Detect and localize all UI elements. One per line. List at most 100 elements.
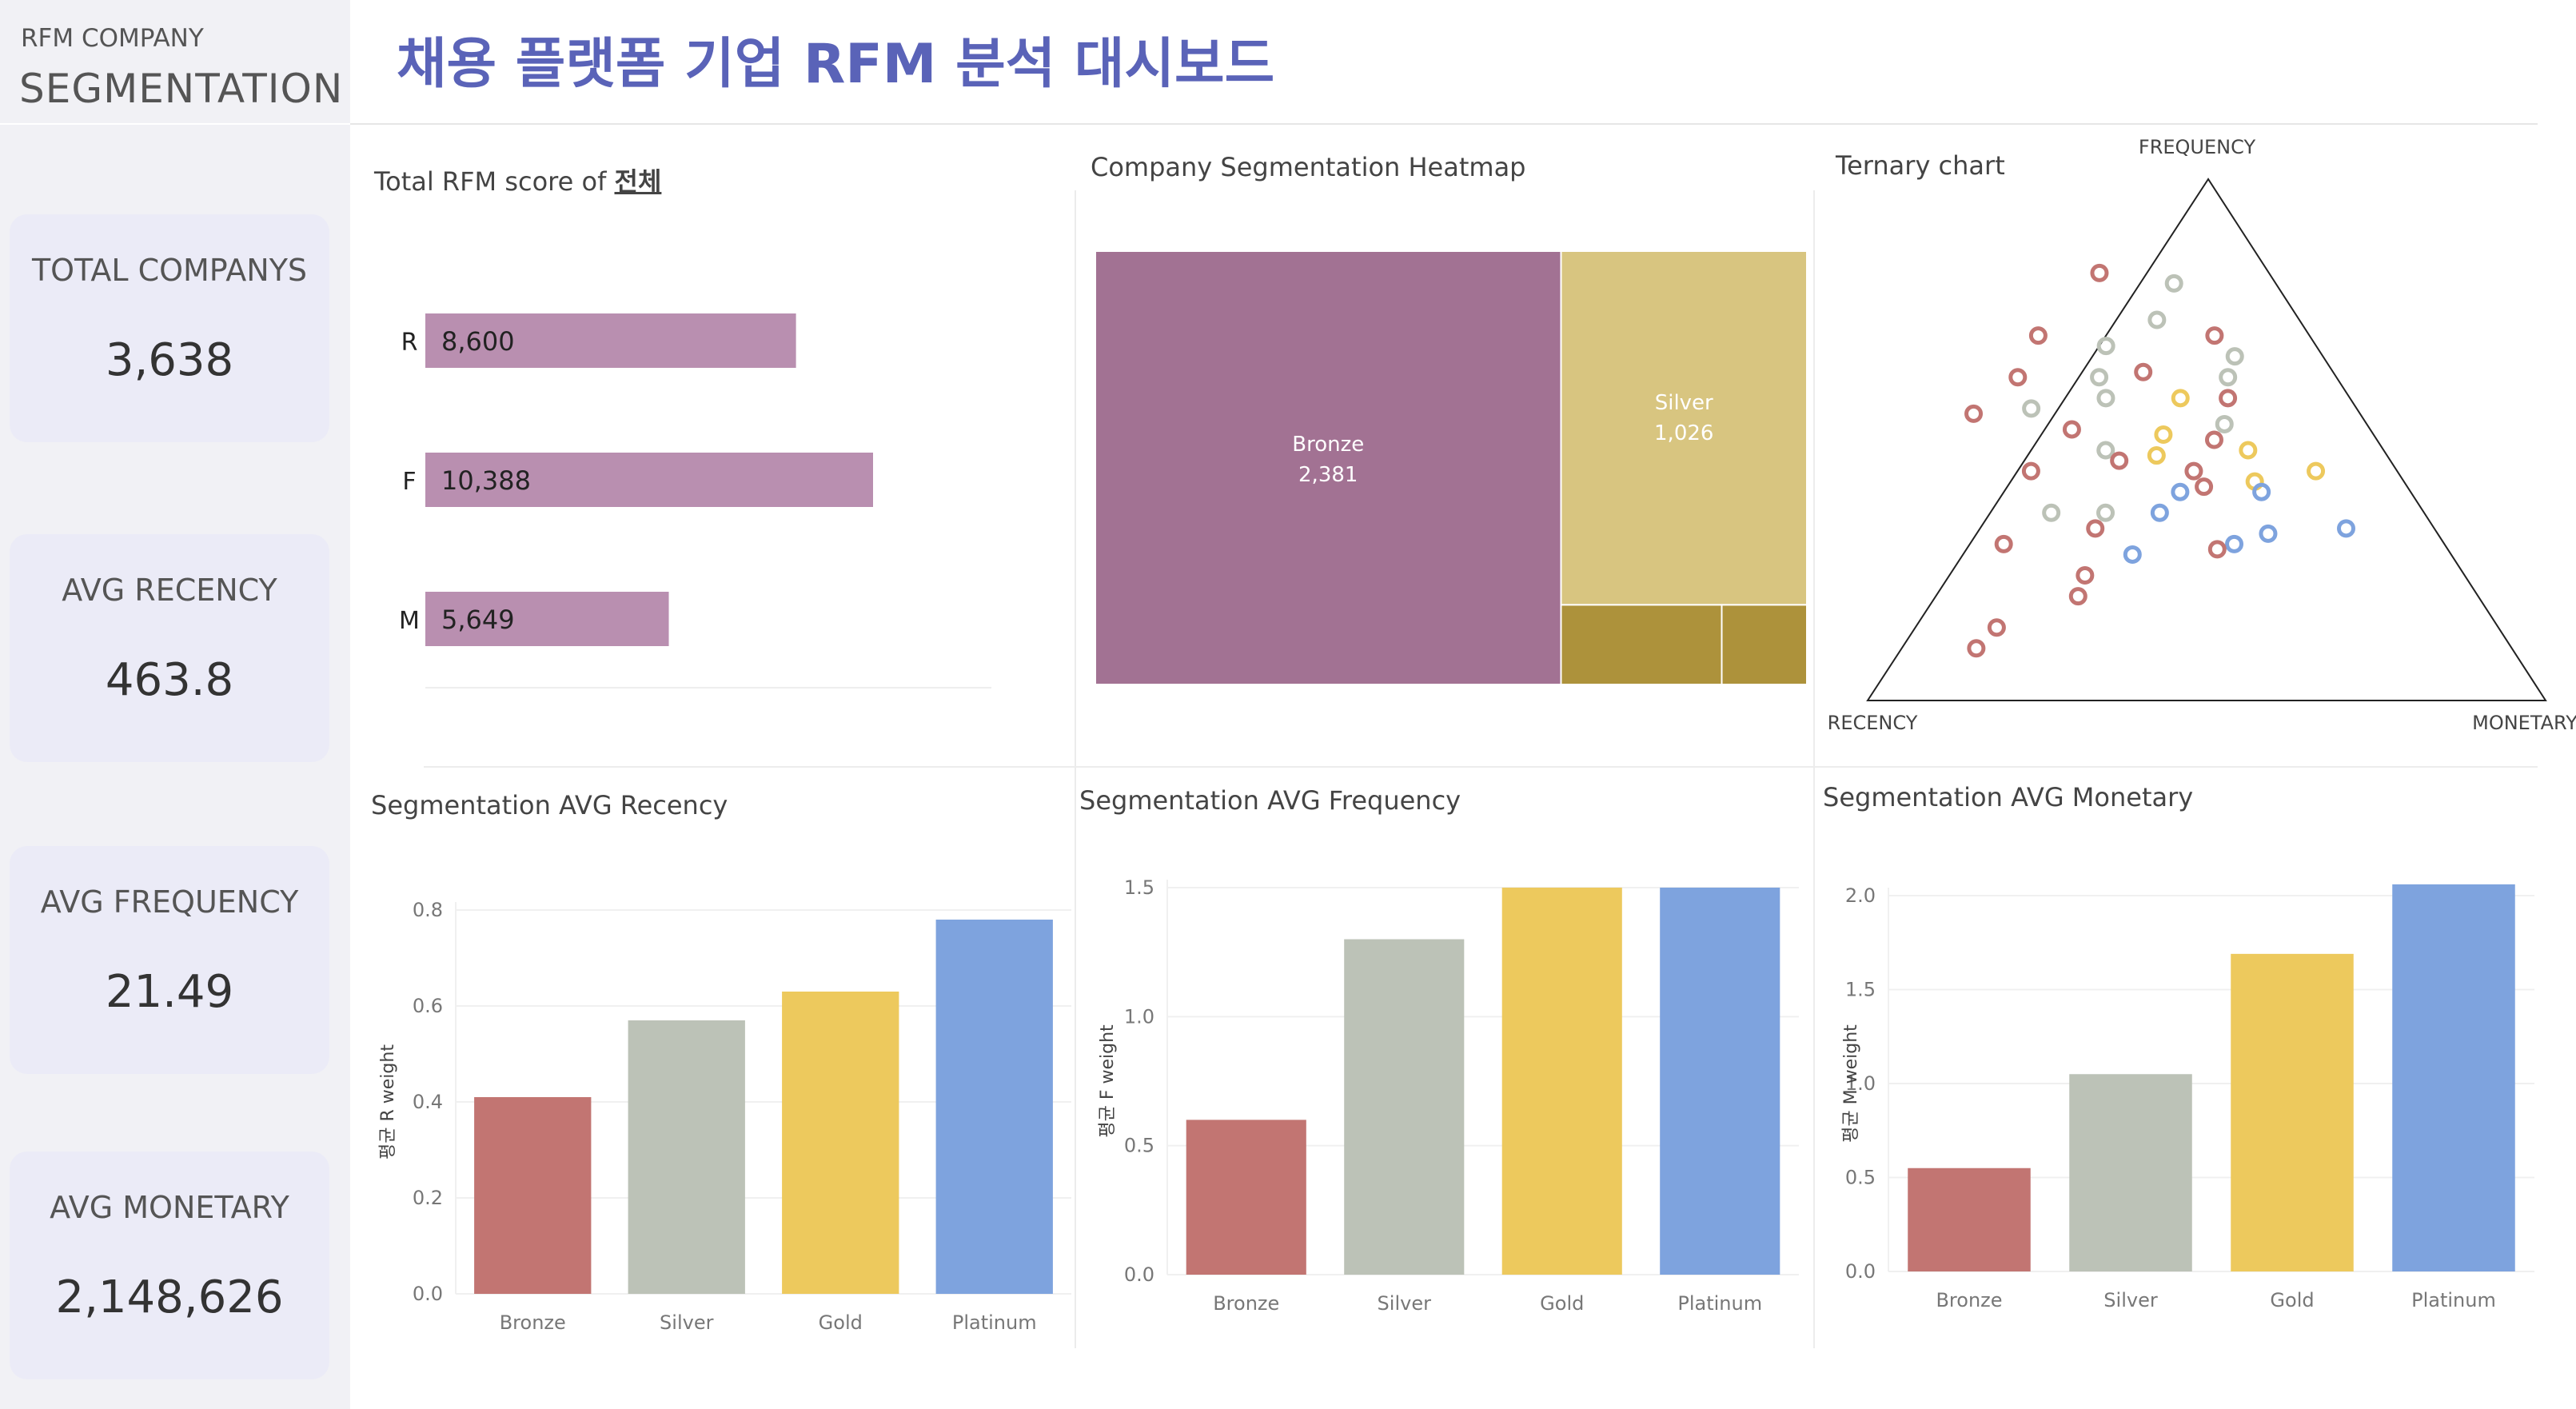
point-bronze (2195, 477, 2214, 497)
kpi-label: AVG MONETARY (50, 1190, 289, 1225)
page-title: 채용 플랫폼 기업 RFM 분석 대시보드 (397, 33, 1275, 96)
point-bronze (2134, 362, 2153, 381)
y-tick-label: 0.4 (413, 1091, 443, 1113)
y-tick-label: 0.6 (413, 995, 443, 1017)
y-tick-label: 0.5 (1124, 1135, 1154, 1157)
kpi-avg-frequency: AVG FREQUENCY 21.49 (10, 846, 329, 1074)
bar-gold (1501, 888, 1622, 1275)
bar-platinum (2392, 884, 2515, 1271)
point-bronze (2205, 326, 2224, 345)
point-silver (2042, 503, 2061, 522)
header-divider (350, 123, 2538, 125)
kpi-label: AVG FREQUENCY (40, 884, 299, 920)
x-tick-label: Platinum (2411, 1289, 2496, 1311)
bar-value-label: 5,649 (441, 605, 515, 635)
bar-silver (1344, 939, 1465, 1275)
y-tick-label: 0.0 (413, 1283, 443, 1305)
column-divider (1075, 190, 1076, 1348)
point-platinum (2123, 545, 2142, 564)
y-tick-label: 0.2 (413, 1187, 443, 1209)
point-gold (2147, 446, 2166, 465)
ternary-triangle (1866, 178, 2547, 701)
point-gold (2239, 441, 2258, 460)
kpi-label: AVG RECENCY (62, 573, 277, 608)
point-bronze (1964, 404, 1984, 423)
point-silver (2096, 389, 2115, 408)
point-silver (2096, 503, 2115, 522)
rfm-score-filter-link[interactable]: 전체 (614, 166, 662, 197)
y-axis-label: 평균 M weight (1841, 1024, 1861, 1143)
bar-gold (2231, 953, 2354, 1271)
brand-subtitle: RFM COMPANY (21, 24, 204, 53)
point-bronze (2219, 389, 2238, 408)
cell-value: 2,381 (1298, 463, 1358, 487)
bar-value-label: 10,388 (441, 465, 531, 496)
bar-silver (2069, 1074, 2192, 1271)
point-platinum (2171, 482, 2190, 501)
point-platinum (2252, 482, 2271, 501)
kpi-value: 463.8 (105, 654, 234, 706)
y-tick-label: 0.0 (1845, 1260, 1876, 1283)
point-gold (2307, 461, 2326, 481)
category-label: F (402, 468, 416, 496)
heatmap-title: Company Segmentation Heatmap (1091, 152, 1526, 182)
point-silver (2096, 441, 2115, 460)
y-tick-label: 1.5 (1845, 979, 1876, 1001)
point-bronze (2062, 420, 2081, 439)
point-bronze (2110, 451, 2129, 470)
ternary-chart: FREQUENCY RECENCY MONETARY (1828, 136, 2576, 734)
category-label: M (399, 607, 420, 635)
point-silver (2090, 368, 2109, 387)
point-silver (2022, 399, 2041, 418)
cell-name: Silver (1655, 391, 1713, 415)
frequency-bar-chart: 0.0 0.5 1.0 1.5 평균 F weight Bronze Silver Gold P… (1098, 876, 1799, 1315)
kpi-avg-monetary: AVG MONETARY 2,148,626 (10, 1152, 329, 1379)
point-bronze (2068, 587, 2088, 606)
point-gold (2171, 389, 2190, 408)
x-tick-label: Gold (2270, 1289, 2314, 1311)
axis-label-frequency: FREQUENCY (2139, 136, 2256, 158)
y-tick-label: 1.0 (1124, 1005, 1154, 1028)
y-tick-label: 1.0 (1845, 1072, 1876, 1095)
kpi-avg-recency: AVG RECENCY 463.8 (10, 534, 329, 762)
recency-chart-title: Segmentation AVG Recency (371, 790, 728, 820)
bar-bronze (474, 1097, 592, 1294)
x-tick-label: Platinum (1677, 1292, 1762, 1315)
sidebar: RFM COMPANY SEGMENTATION TOTAL COMPANYS … (0, 0, 350, 1409)
kpi-value: 21.49 (105, 966, 234, 1018)
treemap-cell-bronze (1095, 250, 1562, 685)
point-platinum (2337, 519, 2355, 538)
bar (425, 592, 669, 646)
kpi-value: 2,148,626 (55, 1271, 284, 1323)
point-bronze (2207, 540, 2227, 559)
brand-title: SEGMENTATION (19, 66, 344, 112)
y-tick-label: 1.5 (1124, 876, 1154, 899)
recency-bar-chart: 0.0 0.2 0.4 0.6 0.8 평균 R weight Bronze Silver Go… (378, 899, 1071, 1334)
point-bronze (1987, 618, 2006, 637)
axis-label-recency: RECENCY (1828, 712, 1918, 734)
treemap-cell-gold (1560, 604, 1723, 685)
bar-platinum (1660, 888, 1780, 1275)
point-bronze (2204, 430, 2223, 449)
bar (425, 313, 796, 368)
x-tick-label: Silver (660, 1311, 714, 1334)
point-bronze (2028, 326, 2048, 345)
kpi-label: TOTAL COMPANYS (31, 253, 308, 288)
y-tick-label: 0.0 (1124, 1263, 1154, 1286)
rfm-score-chart: R 8,600 F 10,388 M 5,649 (399, 313, 991, 689)
point-silver (2164, 273, 2183, 293)
monetary-bar-chart: 0.0 0.5 1.0 1.5 2.0 평균 M weight Bronze Silver Go… (1841, 884, 2534, 1311)
bar-platinum (935, 920, 1053, 1294)
bar (425, 453, 873, 507)
frequency-chart-title: Segmentation AVG Frequency (1079, 785, 1461, 816)
bar-silver (628, 1020, 745, 1294)
bar-bronze (1908, 1168, 2031, 1271)
point-bronze (2086, 519, 2105, 538)
point-silver (2147, 310, 2167, 329)
axis-label-monetary: MONETARY (2472, 712, 2576, 734)
point-silver (2225, 347, 2244, 366)
row-divider (424, 766, 2538, 768)
point-bronze (2021, 461, 2040, 481)
point-bronze (2008, 368, 2028, 387)
cell-value: 1,026 (1654, 421, 1713, 445)
